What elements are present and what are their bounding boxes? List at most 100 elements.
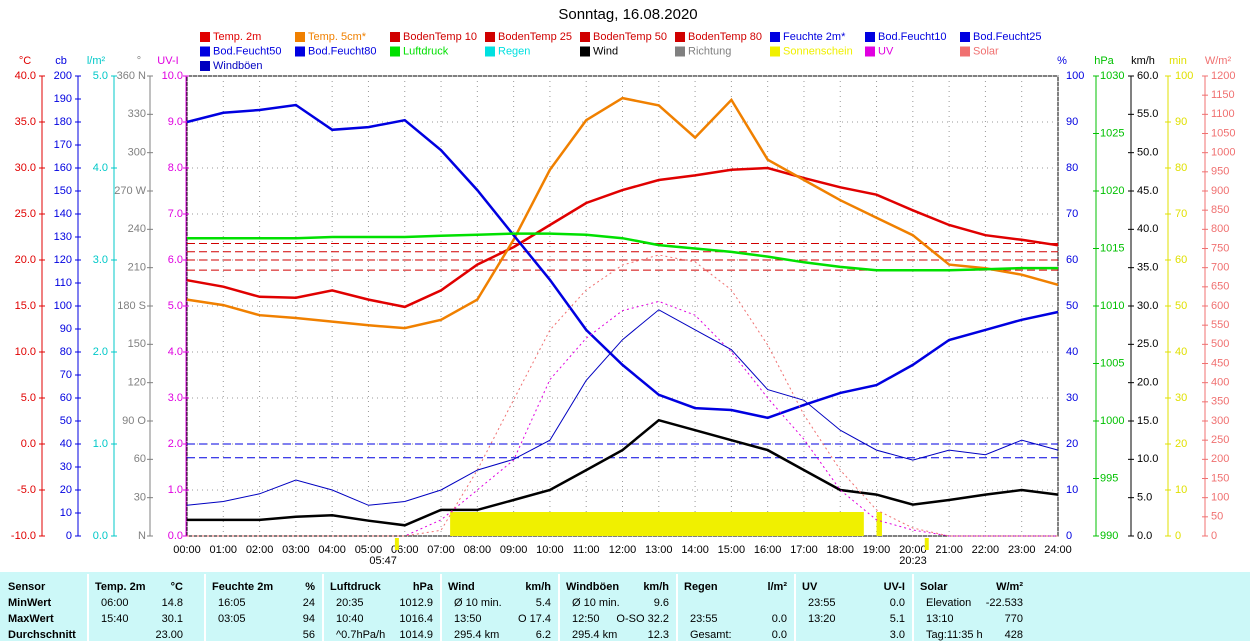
y-tick-label: 30.0 <box>1137 300 1158 312</box>
y-tick-label: 10.0 <box>15 346 36 358</box>
legend-swatch <box>390 46 400 57</box>
section-header: Windböen <box>566 581 619 593</box>
row-label: MaxWert <box>8 613 54 625</box>
section-header: Temp. 2m <box>95 581 146 593</box>
cell: 12:50 <box>572 613 600 625</box>
y-tick-label: 700 <box>1211 262 1229 274</box>
y-tick-label: 50 <box>60 415 72 427</box>
row-label: MinWert <box>8 597 52 609</box>
y-tick-label: 600 <box>1211 300 1229 312</box>
y-tick-label: 10 <box>1066 484 1078 496</box>
section-unit: l/m² <box>767 581 787 593</box>
cell: 06:00 <box>101 597 129 609</box>
y-tick-label: 1010 <box>1100 300 1124 312</box>
y-tick-label: 550 <box>1211 319 1229 331</box>
cell: 295.4 km <box>572 629 617 641</box>
axis-unit: hPa <box>1094 55 1114 67</box>
y-tick-label: 40 <box>1066 346 1078 358</box>
cell: 23.00 <box>155 629 183 641</box>
sunrise-marker <box>394 538 399 550</box>
y-tick-label: 20 <box>1175 438 1187 450</box>
y-tick-label: 40 <box>60 438 72 450</box>
legend-swatch <box>865 32 875 42</box>
y-tick-label: 40.0 <box>15 70 36 82</box>
y-tick-label: 70 <box>1175 208 1187 220</box>
cell: 56 <box>303 629 315 641</box>
y-tick-label: 250 <box>1211 434 1229 446</box>
row-label: Durchschnitt <box>8 629 76 641</box>
y-tick-label: 120 <box>54 254 72 266</box>
cell: 14.8 <box>162 597 183 609</box>
y-tick-label: 90 <box>1066 116 1078 128</box>
y-tick-label: 400 <box>1211 377 1229 389</box>
y-tick-label: 500 <box>1211 338 1229 350</box>
section-header: Solar <box>920 581 948 593</box>
section-header: Regen <box>684 581 718 593</box>
section-unit: hPa <box>413 581 434 593</box>
y-tick-label: 995 <box>1100 472 1118 484</box>
y-tick-label: 900 <box>1211 185 1229 197</box>
y-tick-label: 50.0 <box>1137 147 1158 159</box>
legend-swatch <box>295 46 305 57</box>
cell: 770 <box>1005 613 1023 625</box>
y-tick-label: 170 <box>54 139 72 151</box>
cell: 428 <box>1005 629 1023 641</box>
cell: 20:35 <box>336 597 364 609</box>
cell: 0.0 <box>772 629 787 641</box>
y-tick-label: 150 <box>54 185 72 197</box>
y-tick-label: 50 <box>1175 300 1187 312</box>
legend-label: BodenTemp 10 <box>403 31 477 43</box>
y-tick-label: 5.0 <box>168 300 183 312</box>
y-tick-label: 20.0 <box>15 254 36 266</box>
legend-label: Bod.Feucht50 <box>213 45 282 57</box>
y-tick-label: 20 <box>1066 438 1078 450</box>
y-tick-label: 240 <box>128 223 146 235</box>
series-line <box>187 254 1058 537</box>
cell: 23:55 <box>690 613 718 625</box>
y-tick-label: 190 <box>54 93 72 105</box>
y-tick-label: 30 <box>1066 392 1078 404</box>
y-tick-label: 2.0 <box>168 438 183 450</box>
legend-swatch <box>485 32 495 42</box>
y-tick-label: 40 <box>1175 346 1187 358</box>
cell: Ø 10 min. <box>572 597 620 609</box>
cell: 1012.9 <box>399 597 433 609</box>
x-tick-label: 03:00 <box>282 544 310 556</box>
cell: 0.0 <box>772 613 787 625</box>
x-tick-label: 21:00 <box>935 544 963 556</box>
y-tick-label: 750 <box>1211 242 1229 254</box>
sunshine-bar <box>876 512 882 536</box>
y-tick-label: 1000 <box>1211 147 1235 159</box>
legend-swatch <box>200 46 210 57</box>
y-tick-label: 450 <box>1211 357 1229 369</box>
section-header: Feuchte 2m <box>212 581 273 593</box>
y-tick-label: 180 S <box>117 300 146 312</box>
legend-swatch <box>770 32 780 42</box>
legend-swatch <box>770 46 780 57</box>
cell: 15:40 <box>101 613 129 625</box>
x-tick-label: 11:00 <box>573 544 600 556</box>
y-tick-label: 200 <box>1211 453 1229 465</box>
x-tick-label: 22:00 <box>972 544 1000 556</box>
table-header: Sensor <box>8 581 46 593</box>
section-header: Luftdruck <box>330 581 382 593</box>
y-tick-label: 25.0 <box>15 208 36 220</box>
y-tick-label: -5.0 <box>17 484 36 496</box>
section-unit: W/m² <box>996 581 1023 593</box>
y-tick-label: 650 <box>1211 281 1229 293</box>
y-tick-label: 1150 <box>1211 89 1235 101</box>
x-tick-label: 23:00 <box>1008 544 1036 556</box>
cell: 5.4 <box>536 597 551 609</box>
legend-swatch <box>580 46 590 57</box>
legend-label: BodenTemp 80 <box>688 31 762 43</box>
y-tick-label: 130 <box>54 231 72 243</box>
y-tick-label: 10.0 <box>162 70 183 82</box>
y-tick-label: 20.0 <box>1137 377 1158 389</box>
legend-swatch <box>675 46 685 57</box>
cell: Ø 10 min. <box>454 597 502 609</box>
x-tick-label: 20:00 <box>899 544 927 556</box>
y-tick-label: 950 <box>1211 166 1229 178</box>
cell: 12.3 <box>648 629 669 641</box>
x-tick-label: 04:00 <box>318 544 346 556</box>
